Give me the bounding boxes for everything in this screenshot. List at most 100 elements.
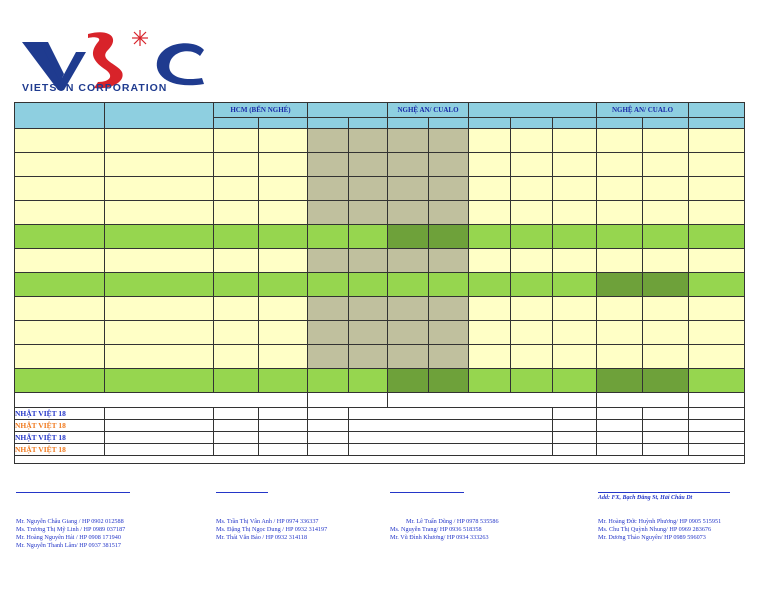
schedule-cell xyxy=(510,176,553,201)
vessel-cell xyxy=(348,419,553,432)
vessel-cell xyxy=(596,419,643,432)
subheader-cell xyxy=(348,117,388,129)
subheader-cell xyxy=(428,117,469,129)
vessel-cell xyxy=(104,443,214,456)
schedule-cell xyxy=(428,344,469,369)
contact-line: Mr. Nguyễn Thanh Lâm/ HP 0937 381517 xyxy=(16,542,122,549)
schedule-cell xyxy=(642,272,689,297)
vessel-cell xyxy=(307,419,349,432)
schedule-cell xyxy=(307,320,349,345)
schedule-cell xyxy=(428,272,469,297)
footer-rule xyxy=(216,492,268,493)
subheader-cell xyxy=(688,117,745,129)
schedule-cell xyxy=(642,296,689,321)
contact-line: Ms. Đặng Thị Ngọc Dung / HP 0932 314197 xyxy=(216,526,328,533)
schedule-cell xyxy=(688,296,745,321)
subheader-cell xyxy=(387,117,429,129)
schedule-cell xyxy=(14,296,105,321)
schedule-cell xyxy=(258,344,308,369)
schedule-cell xyxy=(510,128,553,153)
vessel-cell xyxy=(596,443,643,456)
schedule-row xyxy=(14,152,745,177)
schedule-cell xyxy=(104,128,214,153)
schedule-cell xyxy=(688,224,745,249)
schedule-cell xyxy=(688,368,745,393)
schedule-cell xyxy=(258,296,308,321)
contact-line: Mr. Vũ Đình Khương/ HP 0934 333263 xyxy=(390,534,489,541)
schedule-cell xyxy=(510,344,553,369)
schedule-cell xyxy=(510,224,553,249)
contact-line: Ms. Nguyễn Trang/ HP 0936 518358 xyxy=(390,526,482,533)
schedule-cell xyxy=(307,272,349,297)
schedule-row xyxy=(14,248,745,273)
vessel-row: NHẬT VIỆT 18 xyxy=(14,407,745,420)
vessel-cell xyxy=(552,407,597,420)
schedule-cell xyxy=(468,128,511,153)
schedule-cell xyxy=(14,344,105,369)
schedule-cell xyxy=(387,272,429,297)
schedule-cell xyxy=(642,152,689,177)
schedule-cell xyxy=(348,272,388,297)
vessel-cell xyxy=(688,431,745,444)
schedule-cell xyxy=(552,368,597,393)
vessel-cell xyxy=(104,431,214,444)
vessel-name: NHẬT VIỆT 18 xyxy=(14,443,105,456)
schedule-cell xyxy=(642,200,689,225)
contact-group-2: Ms. Trần Thị Vân Anh / HP 0974 336337 Ms… xyxy=(216,518,327,542)
subheader-cell xyxy=(596,117,643,129)
schedule-cell xyxy=(642,176,689,201)
blank-cell xyxy=(387,392,597,408)
schedule-cell xyxy=(552,320,597,345)
schedule-cell xyxy=(468,320,511,345)
schedule-cell xyxy=(258,224,308,249)
schedule-cell xyxy=(307,296,349,321)
schedule-cell xyxy=(552,200,597,225)
vessel-cell xyxy=(642,407,689,420)
header-cell xyxy=(468,102,597,118)
contact-line: Mr. Nguyễn Châu Giang / HP 0902 012588 xyxy=(16,518,124,525)
schedule-cell xyxy=(596,320,643,345)
vessel-cell xyxy=(348,431,553,444)
schedule-cell xyxy=(258,272,308,297)
schedule-row xyxy=(14,296,745,321)
schedule-cell xyxy=(552,272,597,297)
contact-line: Mr. Hoàng Đức Huỳnh Phương/ HP 0905 5159… xyxy=(598,518,722,525)
vessel-cell xyxy=(552,419,597,432)
schedule-cell xyxy=(387,200,429,225)
header-cell xyxy=(307,102,388,118)
schedule-cell xyxy=(104,320,214,345)
schedule-cell xyxy=(552,224,597,249)
schedule-cell xyxy=(348,368,388,393)
schedule-cell xyxy=(642,344,689,369)
vessel-cell xyxy=(258,407,308,420)
vessel-cell xyxy=(688,419,745,432)
vessel-cell xyxy=(258,419,308,432)
schedule-cell xyxy=(14,272,105,297)
schedule-cell xyxy=(307,152,349,177)
header-cell xyxy=(688,102,745,118)
schedule-cell xyxy=(348,248,388,273)
schedule-cell xyxy=(428,248,469,273)
schedule-cell xyxy=(104,344,214,369)
schedule-cell xyxy=(688,272,745,297)
schedule-row xyxy=(14,344,745,369)
schedule-cell xyxy=(468,272,511,297)
contact-line: Mr. Dương Thảo Nguyên/ HP 0989 596073 xyxy=(598,534,706,541)
vessel-cell xyxy=(213,443,259,456)
contact-line: Ms. Chu Thị Quỳnh Nhung/ HP 0969 283676 xyxy=(598,526,712,533)
schedule-cell xyxy=(387,128,429,153)
vessel-cell xyxy=(642,419,689,432)
schedule-row xyxy=(14,320,745,345)
schedule-cell xyxy=(596,152,643,177)
vietsun-logo xyxy=(22,30,204,90)
schedule-cell xyxy=(213,368,259,393)
vessel-cell xyxy=(258,443,308,456)
subheader-cell xyxy=(468,117,511,129)
schedule-cell xyxy=(348,296,388,321)
vessel-name: NHẬT VIỆT 18 xyxy=(14,419,105,432)
schedule-cell xyxy=(642,320,689,345)
schedule-cell xyxy=(213,344,259,369)
schedule-cell xyxy=(104,176,214,201)
schedule-cell xyxy=(596,224,643,249)
schedule-cell xyxy=(468,248,511,273)
